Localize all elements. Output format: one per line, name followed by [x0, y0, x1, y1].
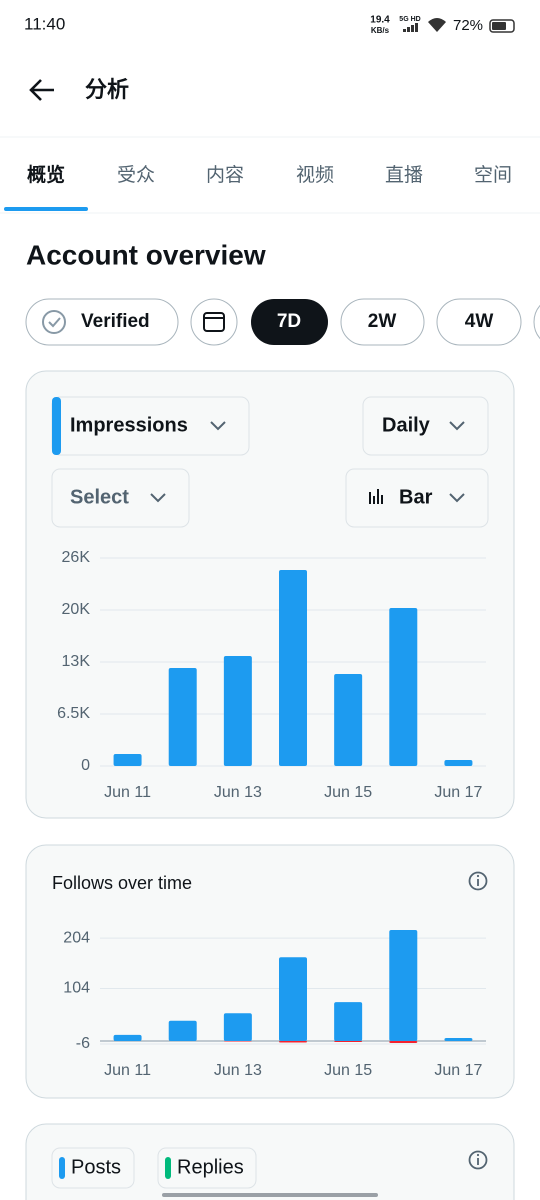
info-icon	[476, 1153, 480, 1157]
bar	[279, 570, 307, 766]
bar	[444, 760, 473, 766]
chip-label: Verified	[81, 311, 150, 332]
x-tick-label: Jun 11	[104, 784, 151, 801]
tab[interactable]: 概览	[27, 163, 65, 186]
y-tick-label: 26K	[62, 549, 91, 566]
legend-color	[59, 1157, 65, 1179]
y-tick-label: 13K	[62, 653, 91, 670]
bar	[334, 1002, 363, 1041]
verified-chip[interactable]	[25, 298, 179, 346]
impressions-chart: 0 6.5K 13K 20K 26K Jun 11 Jun 13 Jun 15 Jun 17	[57, 549, 486, 801]
status-speed-unit: KB/s	[371, 26, 390, 35]
bar	[279, 957, 307, 1041]
chart-card	[25, 1123, 515, 1200]
signal-icon	[403, 23, 418, 32]
calendar-button[interactable]	[190, 298, 238, 346]
interval-dropdown[interactable]	[362, 396, 489, 456]
y-tick-label: 6.5K	[57, 705, 90, 722]
range-chip[interactable]	[436, 298, 522, 346]
dropdown-label: Bar	[399, 486, 433, 508]
chart-title: Follows over time	[52, 873, 192, 893]
wifi-icon	[428, 18, 446, 32]
chevron	[150, 493, 166, 503]
x-tick-label: Jun 15	[324, 1062, 372, 1079]
chip-label: 7D	[277, 311, 301, 332]
dropdown-label: Daily	[382, 414, 431, 436]
x-tick-label: Jun 11	[104, 1062, 151, 1079]
page-title: Account overview	[26, 239, 266, 270]
info-icon	[476, 874, 480, 878]
chevron	[449, 493, 465, 503]
metric-color	[52, 397, 61, 455]
legend-label: Posts	[71, 1156, 121, 1178]
status-network: 5G HD	[399, 16, 420, 23]
tab[interactable]: 受众	[117, 164, 155, 186]
back-button[interactable]	[29, 79, 54, 101]
bar	[168, 1020, 197, 1041]
x-tick-label: Jun 13	[214, 784, 262, 801]
chip-label: 2W	[368, 311, 397, 332]
bar	[223, 1013, 252, 1041]
bar	[444, 1037, 473, 1041]
bar	[223, 1040, 252, 1042]
y-tick-label: 204	[63, 929, 90, 946]
legend-chip[interactable]	[157, 1147, 257, 1189]
bar	[113, 1034, 142, 1041]
compare-dropdown[interactable]	[51, 468, 190, 528]
bar	[223, 656, 252, 766]
dropdown-label: Impressions	[70, 414, 188, 436]
style-dropdown[interactable]	[345, 468, 489, 528]
y-tick-label: -6	[76, 1035, 90, 1052]
check-icon	[48, 317, 61, 328]
range-chip[interactable]	[533, 299, 540, 345]
home-indicator	[162, 1193, 378, 1197]
header-title: 分析	[85, 77, 129, 102]
tab[interactable]: 内容	[206, 164, 244, 186]
bar	[113, 754, 142, 766]
tab[interactable]: 直播	[385, 164, 423, 186]
bar	[389, 930, 418, 1041]
verified-icon	[42, 310, 66, 334]
calendar-icon	[203, 312, 225, 332]
bar	[389, 1040, 418, 1043]
x-tick-label: Jun 13	[214, 1062, 262, 1079]
x-tick-label: Jun 17	[434, 784, 482, 801]
info-icon[interactable]	[468, 1150, 488, 1170]
y-tick-label: 0	[81, 757, 90, 774]
follows-chart: -6 104 204 Jun 11 Jun 13 Jun 15 Jun 17	[63, 929, 486, 1079]
y-tick-label: 104	[63, 980, 90, 997]
status-time: 11:40	[24, 14, 65, 33]
dropdown-label: Select	[70, 486, 129, 508]
range-chip-active[interactable]	[251, 299, 328, 345]
legend-label: Replies	[177, 1156, 244, 1178]
status-speed: 19.4	[370, 15, 390, 26]
bar	[389, 608, 418, 766]
legend-color	[165, 1157, 171, 1179]
range-chip[interactable]	[340, 298, 425, 346]
x-tick-label: Jun 15	[324, 784, 372, 801]
tab-indicator	[4, 207, 88, 211]
chip-label: 4W	[465, 311, 494, 332]
chevron	[210, 421, 226, 431]
info-icon[interactable]	[468, 871, 488, 891]
chevron	[449, 421, 465, 431]
y-tick-label: 20K	[62, 601, 91, 618]
status-battery: 72%	[453, 17, 483, 34]
bar	[168, 668, 197, 766]
bar	[279, 1040, 307, 1043]
battery-level	[492, 22, 506, 30]
bar-icon	[369, 489, 383, 504]
tab-bar: 概览 受众 内容 视频 直播 空间	[27, 163, 512, 186]
bar	[334, 1040, 363, 1042]
tab[interactable]: 空间	[474, 164, 512, 186]
x-tick-label: Jun 17	[434, 1062, 482, 1079]
bar	[334, 674, 363, 766]
tab[interactable]: 视频	[296, 164, 334, 186]
legend-chip[interactable]	[51, 1147, 135, 1189]
battery-icon	[489, 19, 515, 33]
